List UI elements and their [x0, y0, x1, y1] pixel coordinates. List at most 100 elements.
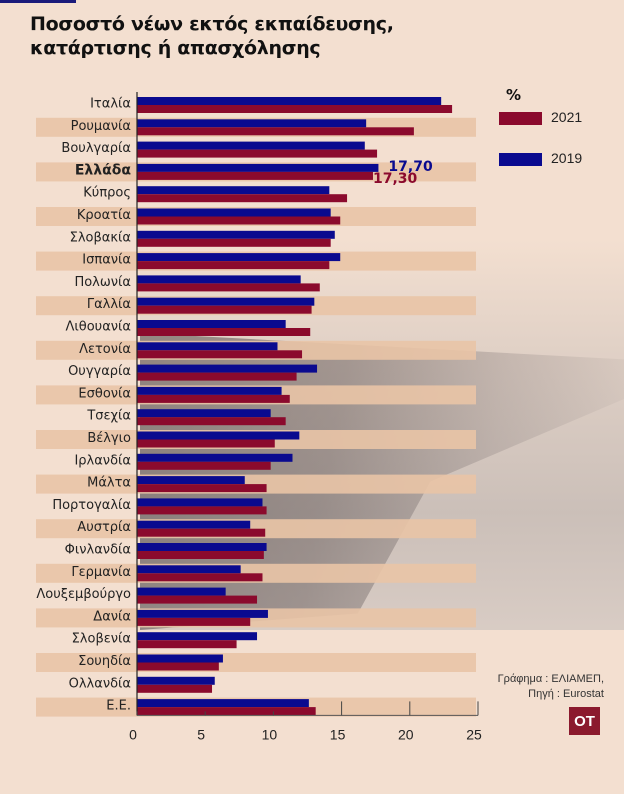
category-label: Κροατία — [77, 208, 131, 223]
x-tick-label: 20 — [398, 726, 414, 742]
bar-2021 — [137, 216, 341, 225]
x-tick-label: 10 — [262, 726, 278, 742]
bar-2021 — [137, 261, 330, 270]
bar-2021 — [137, 595, 258, 604]
category-label: Λουξεμβούργο — [36, 587, 131, 602]
bar-2021 — [137, 350, 303, 359]
category-label: Σουηδία — [78, 654, 131, 669]
bars — [137, 97, 453, 716]
category-label: Εσθονία — [78, 386, 131, 401]
category-label: Ολλανδία — [69, 676, 131, 691]
category-label: Βέλγιο — [87, 431, 131, 446]
accent-line — [0, 0, 76, 3]
bar-2021 — [137, 194, 348, 203]
category-label: Ουγγαρία — [68, 364, 131, 379]
bar-2021 — [137, 305, 312, 314]
category-label: Κύπρος — [83, 186, 131, 201]
category-label: Μάλτα — [87, 476, 131, 491]
legend-label-2019: 2019 — [551, 150, 583, 166]
category-label: Ιταλία — [90, 97, 131, 112]
bar-2021 — [137, 573, 263, 582]
bar-2021 — [137, 551, 264, 559]
bar-2021 — [137, 394, 290, 403]
category-label: Λετονία — [79, 342, 131, 357]
category-label: Λιθουανία — [65, 320, 131, 335]
bar-2019 — [137, 431, 300, 440]
bar-2021 — [137, 171, 373, 180]
legend-unit: % — [506, 86, 522, 104]
category-label: Ισπανία — [82, 253, 131, 268]
bar-2019 — [137, 676, 215, 685]
bar-2019 — [137, 119, 367, 128]
data-label-2021: 17,30 — [373, 171, 418, 187]
bar-2019 — [137, 97, 442, 105]
bar-2019 — [137, 386, 282, 395]
source-line-1: Γράφημα : ΕΛΙΑΜΕΠ, — [497, 673, 604, 685]
bar-2019 — [137, 186, 330, 195]
category-label: Πορτογαλία — [52, 498, 131, 513]
title-line-2: κατάρτισης ή απασχόλησης — [30, 37, 321, 59]
category-labels: Ιταλία Ρουμανία Βουλγαρία Ελλάδα Κύπρος Κροατ… — [36, 97, 131, 714]
bar-2019 — [137, 141, 365, 150]
bar-2021 — [137, 617, 251, 626]
bar-2019 — [137, 632, 258, 641]
category-label: Ρουμανία — [71, 119, 131, 134]
x-tick-label: 5 — [197, 726, 205, 742]
bar-2019 — [137, 654, 223, 663]
legend-swatch-2021 — [499, 111, 542, 125]
x-tick-label: 15 — [330, 726, 346, 742]
data-label-2019: 17,70 — [388, 159, 433, 175]
bar-2019 — [137, 587, 226, 596]
bar-2019 — [137, 476, 245, 485]
bar-2019 — [137, 208, 331, 217]
category-label: Αυστρία — [77, 520, 131, 535]
bar-2021 — [137, 417, 286, 426]
bar-2019 — [137, 163, 379, 172]
bar-2019 — [137, 520, 251, 529]
bar-2021 — [137, 707, 316, 716]
bar-2019 — [137, 699, 309, 708]
bar-2021 — [137, 372, 297, 381]
bar-2021 — [137, 662, 219, 671]
bar-2021 — [137, 149, 378, 158]
category-label: Βουλγαρία — [61, 141, 131, 156]
category-label: Σλοβενία — [72, 632, 131, 647]
bar-2019 — [137, 543, 267, 551]
category-label: Τσεχία — [86, 409, 131, 424]
category-label: Γαλλία — [87, 297, 131, 312]
source-line-2: Πηγή : Eurostat — [528, 688, 604, 700]
category-label: Ελλάδα — [75, 162, 132, 178]
title-line-1: Ποσοστό νέων εκτός εκπαίδευσης, — [30, 13, 394, 35]
x-tick-label: 25 — [466, 726, 482, 742]
legend-item-2019: 2019 — [499, 150, 582, 166]
bar-2019 — [137, 498, 263, 507]
bar-2019 — [137, 609, 268, 618]
bar-2019 — [137, 342, 278, 351]
bar-2019 — [137, 230, 335, 239]
category-label: Ε.Ε. — [106, 699, 131, 714]
bar-2021 — [137, 506, 267, 515]
x-axis: 0 5 10 15 20 25 — [129, 92, 482, 742]
bar-2019 — [137, 320, 286, 328]
bar-2019 — [137, 565, 241, 574]
bar-2019 — [137, 253, 341, 262]
bar-2021 — [137, 484, 267, 493]
legend-label-2021: 2021 — [551, 109, 583, 125]
bar-2019 — [137, 364, 318, 373]
bar-2021 — [137, 461, 271, 470]
bar-2021 — [137, 328, 311, 336]
bar-2021 — [137, 105, 453, 113]
bar-2021 — [137, 283, 320, 292]
category-label: Φινλανδία — [65, 543, 131, 558]
category-label: Σλοβακία — [70, 230, 131, 245]
category-label: Πολωνία — [74, 275, 131, 290]
category-label: Γερμανία — [71, 565, 131, 580]
bar-2019 — [137, 409, 271, 418]
bar-2021 — [137, 640, 237, 649]
chart-title: Ποσοστό νέων εκτός εκπαίδευσης, κατάρτισ… — [30, 12, 394, 60]
ot-logo: OT — [569, 707, 600, 735]
x-tick-label: 0 — [129, 726, 137, 742]
legend-swatch-2019 — [499, 152, 542, 166]
